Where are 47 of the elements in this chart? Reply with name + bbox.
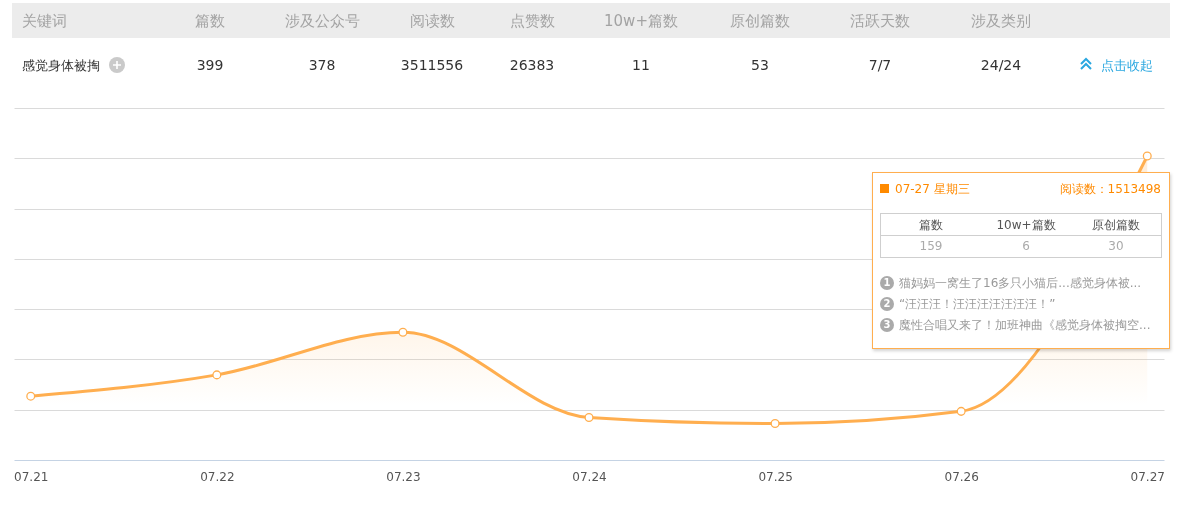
text: 399: [196, 57, 224, 73]
category-label: 关键词: [22, 11, 67, 31]
category-label: 原创篇数: [730, 11, 790, 31]
x-tick-label: 07.27: [1130, 469, 1165, 484]
x-tick-label: 07.26: [944, 469, 979, 484]
point: [26, 391, 36, 401]
point: [956, 406, 966, 416]
text: 3511556: [400, 57, 464, 73]
x-tick-label: 07.23: [386, 469, 421, 484]
point: [212, 370, 222, 380]
x-tick-label: 07.25: [758, 469, 793, 484]
text: 24/24: [980, 57, 1022, 73]
category-label: 阅读数: [409, 11, 455, 31]
x-tick-label: 07.21: [14, 469, 49, 484]
text: 7/7: [868, 57, 892, 73]
annotation: 07-27 星期三: [895, 181, 970, 197]
text: 26383: [509, 57, 555, 73]
number-badge: 3: [880, 318, 894, 332]
text: 点击收起: [1101, 57, 1153, 73]
category-label: 点赞数: [509, 11, 555, 31]
annotation: 猫妈妈一窝生了16多只小猫后...感觉身体被...: [899, 275, 1142, 291]
annotation: 原创篇数: [1092, 217, 1140, 233]
category-label: 活跃天数: [850, 11, 910, 31]
number-badge: 2: [880, 297, 894, 311]
annotation: 魔性合唱又来了！加班神曲《感觉身体被掏空...: [899, 317, 1151, 333]
category-label: 篇数: [195, 11, 225, 31]
text: 53: [751, 57, 769, 73]
annotation: 阅读数：1513498: [1059, 181, 1161, 197]
number-badge: 1: [880, 276, 894, 290]
point: [584, 412, 594, 422]
category-label: 涉及类别: [971, 11, 1031, 31]
point: [770, 419, 780, 429]
point: [1142, 151, 1152, 161]
text: 378: [308, 57, 336, 73]
annotation: 6: [1022, 238, 1030, 254]
annotation: “汪汪汪！汪汪汪汪汪汪汪！”: [899, 296, 1056, 312]
x-tick-label: 07.22: [200, 469, 235, 484]
category-label: 涉及公众号: [284, 11, 360, 31]
text: 感觉身体被掏: [22, 57, 100, 73]
annotation: 10w+篇数: [996, 217, 1056, 233]
category-label: 10w+篇数: [604, 11, 678, 31]
annotation: 篇数: [919, 217, 943, 233]
text: 11: [632, 57, 650, 73]
point: [398, 327, 408, 337]
annotation: 159: [919, 238, 943, 254]
x-tick-label: 07.24: [572, 469, 607, 484]
annotation: 30: [1108, 238, 1124, 254]
